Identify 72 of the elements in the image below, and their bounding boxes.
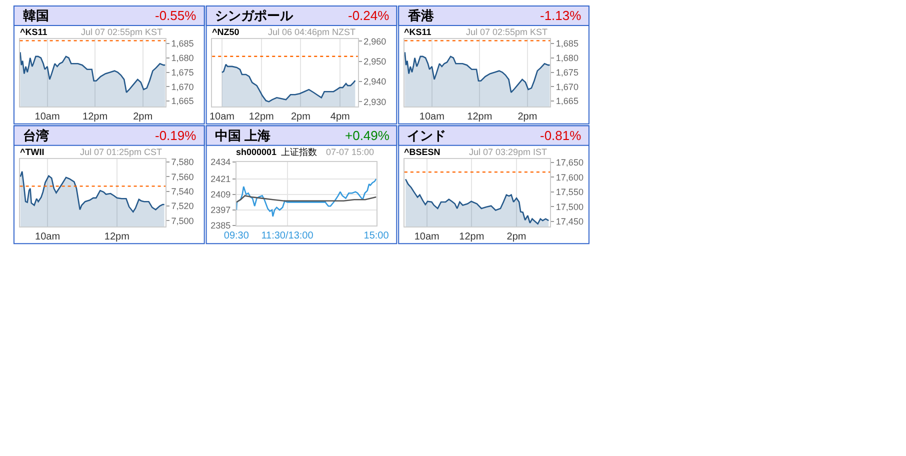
text: ^KS11 xyxy=(20,27,48,37)
x-tick-label: 2pm xyxy=(290,112,310,123)
text: ^NZ50 xyxy=(212,27,240,37)
x-tick-label: 2pm xyxy=(506,232,526,243)
y-tick-label: 1,670 xyxy=(556,82,578,92)
text: 07-07 15:00 xyxy=(326,147,374,157)
x-tick-label: 10am xyxy=(209,112,234,123)
x-tick-label: 10am xyxy=(414,232,440,243)
x-tick-label: 12pm xyxy=(248,112,274,123)
y-tick-label: 17,550 xyxy=(556,187,584,198)
text: Jul 07 03:29pm IST xyxy=(469,147,548,157)
y-tick-label: 1,675 xyxy=(171,67,194,78)
chart-title: シンガポール xyxy=(215,8,294,23)
y-tick-label: 17,600 xyxy=(556,172,584,182)
chart-title: 台湾 xyxy=(23,128,49,143)
chart-title: インド xyxy=(407,128,446,143)
y-tick-label: 2385 xyxy=(210,220,231,231)
text: ^TWII xyxy=(20,147,44,157)
text: Jul 07 02:55pm KST xyxy=(81,27,164,37)
x-tick-label: 2pm xyxy=(518,112,538,123)
text: ^KS11 xyxy=(404,27,432,37)
x-tick-label: 15:00 xyxy=(364,230,390,242)
y-tick-label: 2421 xyxy=(210,174,231,184)
y-tick-label: 7,500 xyxy=(171,216,194,226)
chart-subtitle: -0.19% xyxy=(155,128,197,143)
chart-subtitle: -0.24% xyxy=(348,8,390,23)
y-tick-label: 1,665 xyxy=(556,96,578,106)
text: Jul 07 02:55pm KST xyxy=(466,27,548,37)
text: Jul 06 04:46pm NZST xyxy=(268,27,356,37)
y-tick-label: 1,680 xyxy=(171,53,194,64)
y-tick-label: 17,450 xyxy=(556,216,584,227)
y-tick-label: 1,685 xyxy=(171,38,194,49)
chart-subtitle: -0.55% xyxy=(155,8,197,23)
y-tick-label: 2409 xyxy=(210,190,231,200)
text: ^BSESN xyxy=(404,147,440,157)
y-tick-label: 1,685 xyxy=(556,38,578,49)
x-tick-label: 10am xyxy=(35,232,60,243)
y-tick-label: 17,500 xyxy=(556,202,584,212)
x-tick-label: 10am xyxy=(419,112,444,123)
text: 上证指数 xyxy=(281,147,317,157)
y-tick-label: 17,650 xyxy=(556,157,584,168)
text: Jul 07 01:25pm CST xyxy=(80,147,163,157)
x-tick-label: 2pm xyxy=(133,112,153,123)
y-tick-label: 1,675 xyxy=(556,67,578,78)
chart-title: 韓国 xyxy=(23,8,49,23)
text: sh000001 xyxy=(236,147,277,157)
y-tick-label: 7,520 xyxy=(171,201,194,212)
y-tick-label: 7,540 xyxy=(171,186,194,196)
x-tick-label: 12pm xyxy=(467,112,492,123)
y-tick-label: 1,670 xyxy=(171,82,194,92)
y-tick-label: 1,665 xyxy=(171,96,194,106)
chart-title: 中国 上海 xyxy=(215,128,271,143)
chart-subtitle: -0.81% xyxy=(540,128,582,143)
chart-subtitle: -1.13% xyxy=(540,8,582,23)
x-tick-label: 10am xyxy=(34,112,60,123)
x-tick-label: 12pm xyxy=(82,112,108,123)
chart-title: 香港 xyxy=(407,8,435,23)
y-tick-label: 2397 xyxy=(210,205,231,216)
x-tick-label: 12pm xyxy=(459,232,484,243)
chart-subtitle: +0.49% xyxy=(345,128,390,143)
y-tick-label: 2434 xyxy=(210,157,231,168)
x-tick-label: 12pm xyxy=(104,232,130,243)
x-tick-label: 09:30 xyxy=(224,230,250,242)
x-tick-label: 11:30/13:00 xyxy=(261,230,314,242)
y-tick-label: 2,950 xyxy=(364,56,386,67)
y-tick-label: 2,940 xyxy=(364,76,386,87)
y-tick-label: 2,960 xyxy=(364,36,386,46)
x-tick-label: 4pm xyxy=(330,112,350,123)
y-tick-label: 1,680 xyxy=(556,53,578,64)
y-tick-label: 2,930 xyxy=(364,96,386,107)
y-tick-label: 7,560 xyxy=(171,172,194,182)
y-tick-label: 7,580 xyxy=(171,157,194,168)
